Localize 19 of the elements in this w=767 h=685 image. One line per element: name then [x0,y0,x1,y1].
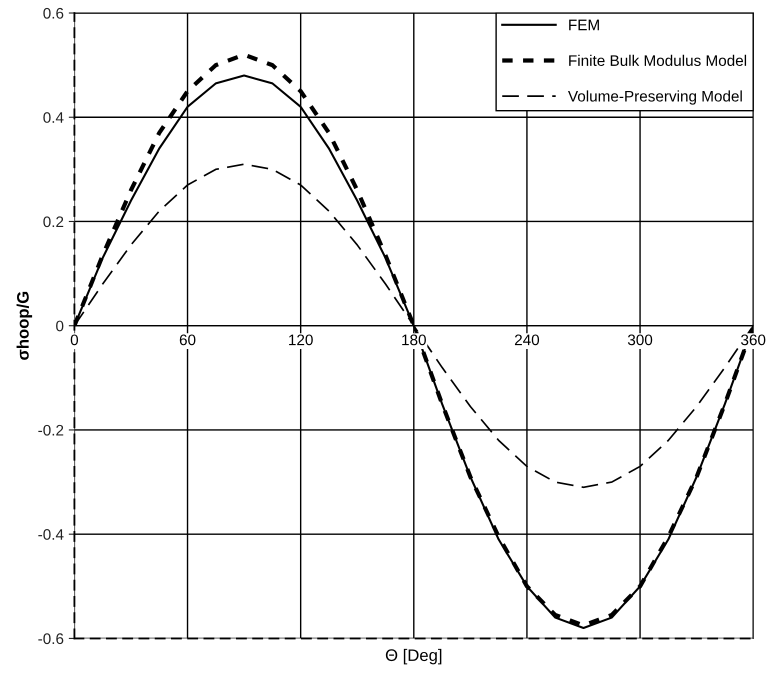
y-tick-label: 0 [56,320,64,332]
y-axis-title: σhoop/G [16,292,32,360]
x-tick-label: 240 [514,334,540,346]
legend-label: Volume-Preserving Model [568,90,742,105]
x-axis-title: Θ [Deg] [386,648,442,664]
x-tick-label: 0 [70,334,78,346]
y-tick-label: -0.2 [38,424,64,436]
x-tick-label: 360 [741,334,766,346]
y-tick-label: 0.6 [43,8,64,19]
x-tick-label: 60 [180,334,196,346]
y-tick-label: -0.6 [38,633,64,644]
x-tick-label: 180 [402,334,426,346]
legend-label: Finite Bulk Modulus Model [569,54,746,66]
x-tick-label: 120 [289,334,313,346]
y-tick-label: 0.2 [43,216,64,228]
x-tick-label: 300 [628,334,652,346]
y-tick-label: 0.4 [43,112,64,123]
legend-label: FEM [569,20,599,30]
y-tick-label: -0.4 [38,529,64,540]
